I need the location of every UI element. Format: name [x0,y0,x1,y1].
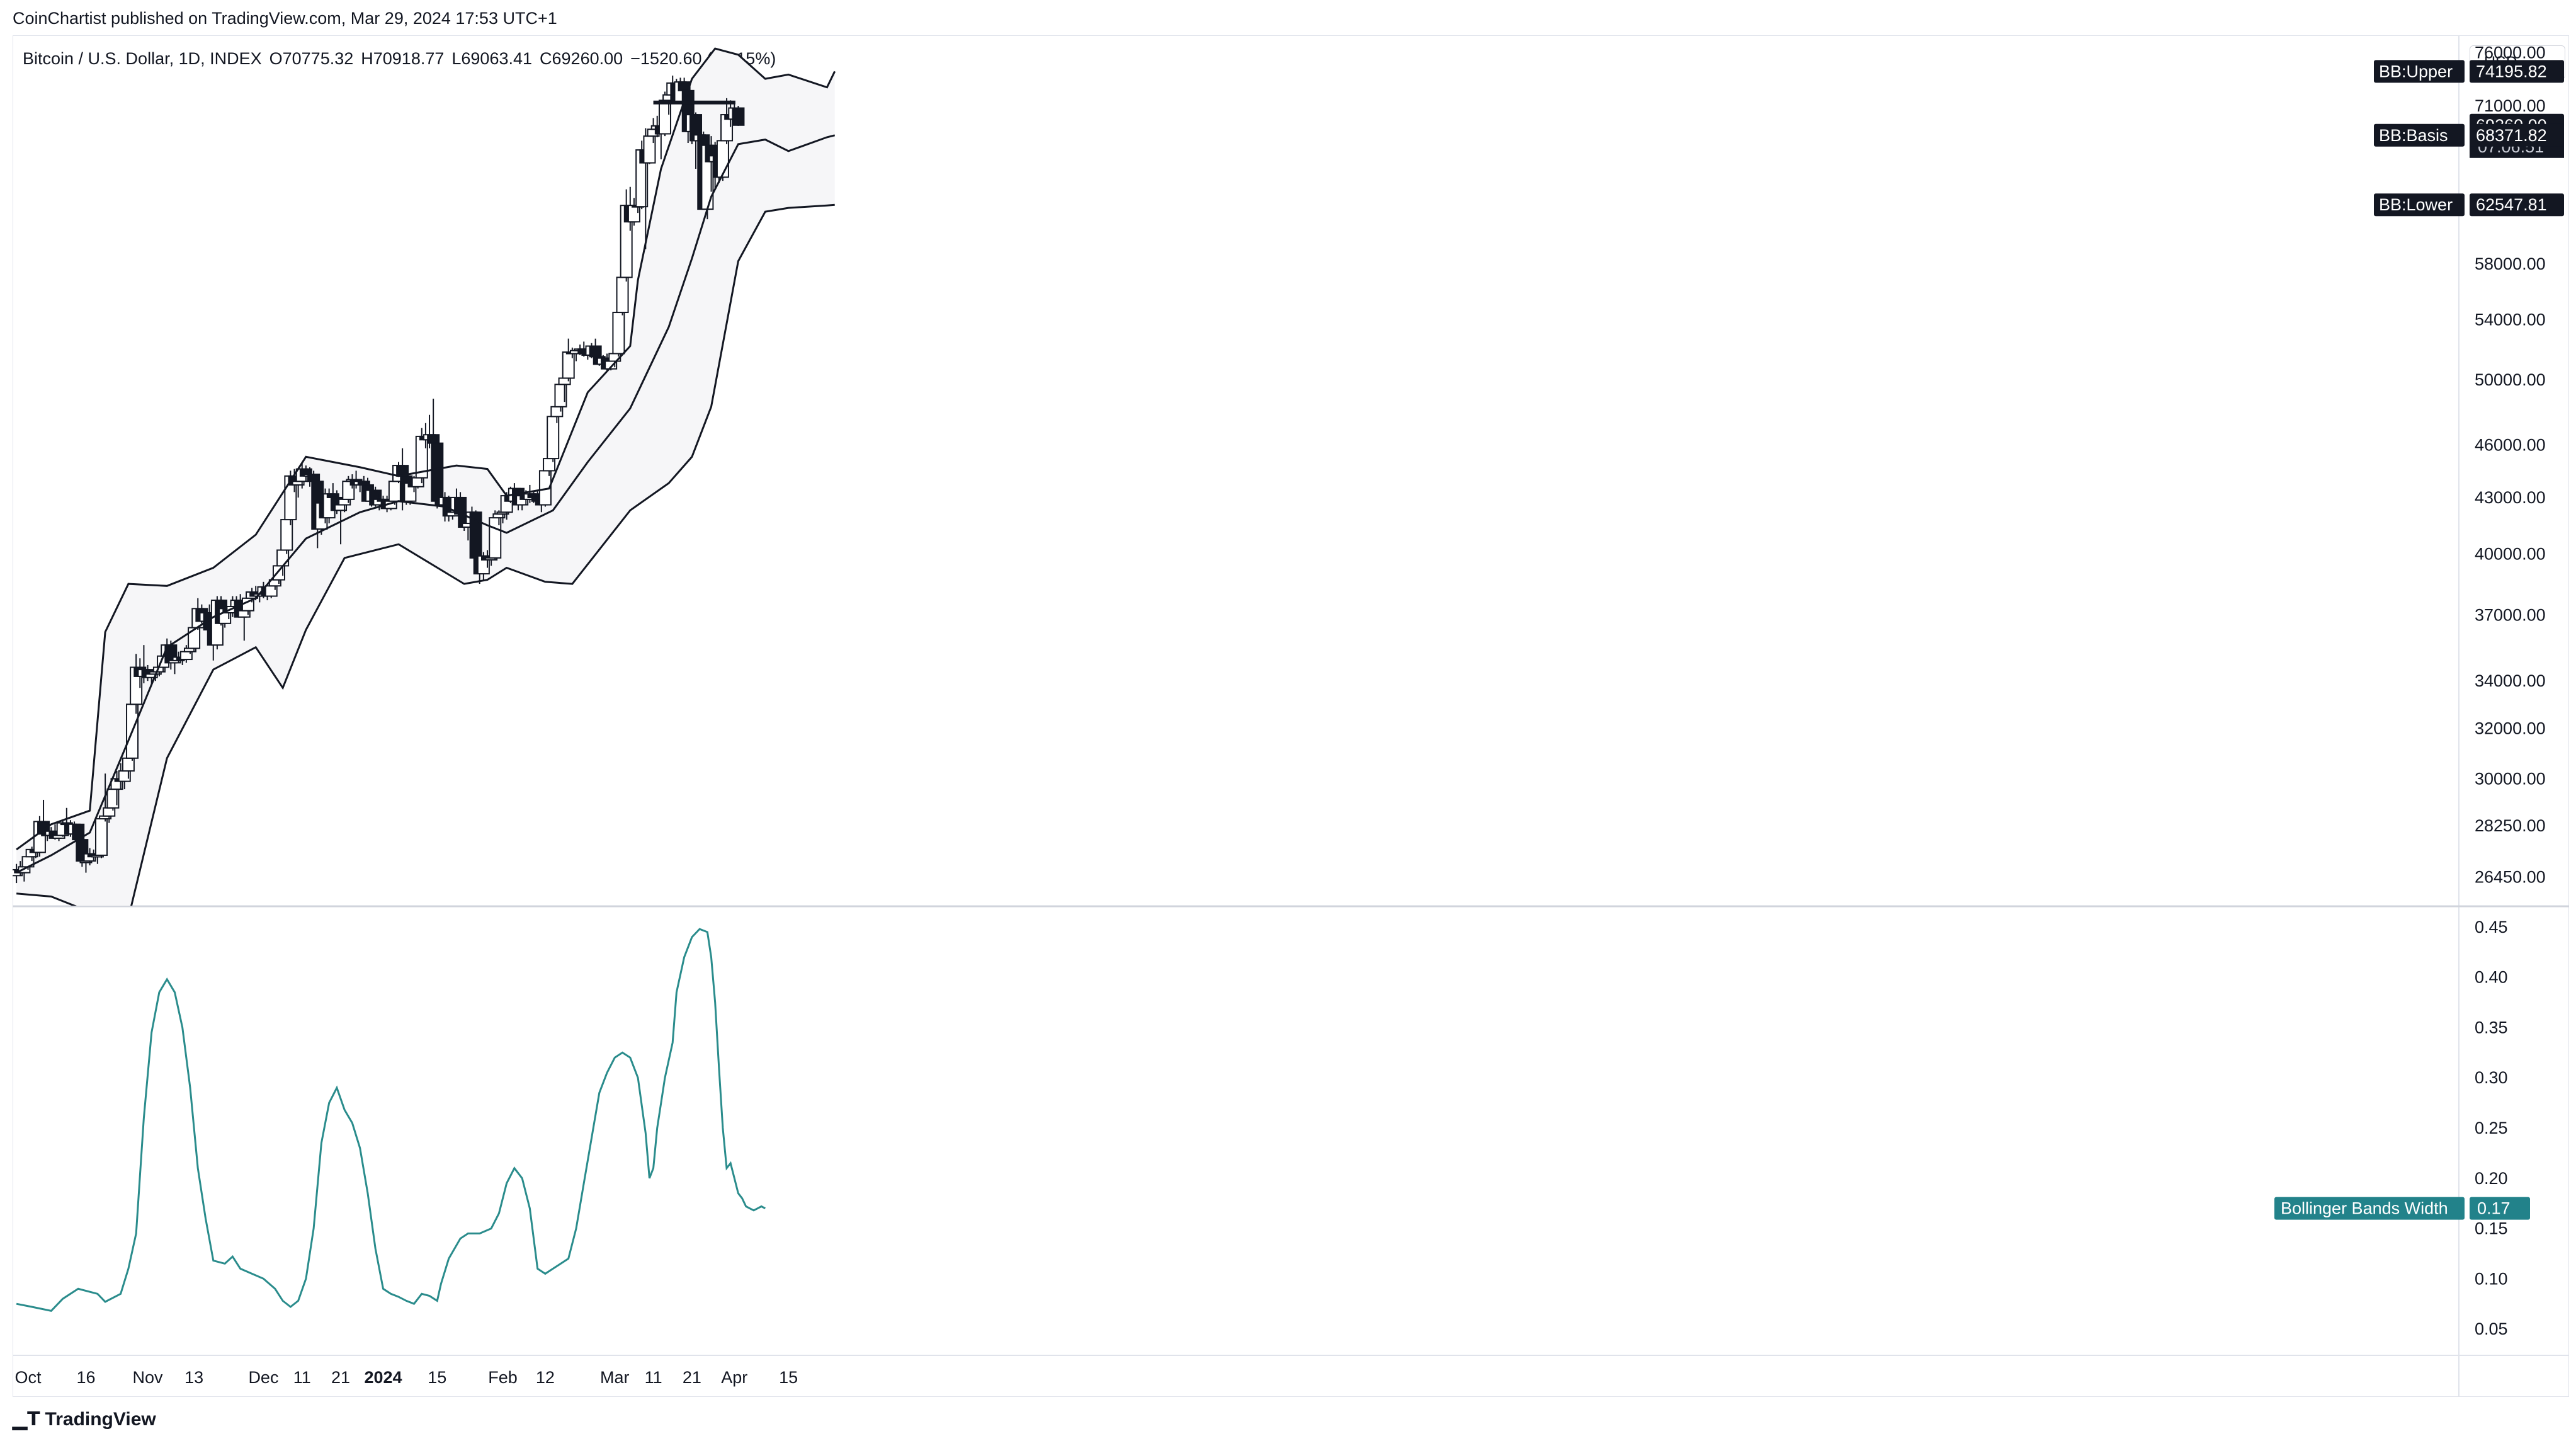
bb-width-tick-label: 0.35 [2475,1018,2508,1037]
price-axis-tick-label: 34000.00 [2475,671,2546,690]
candle[interactable] [678,77,691,95]
bb-width-tick-label: 0.05 [2475,1319,2508,1338]
open-value: O70775.32 [269,49,354,68]
label-value-badge [2470,123,2564,147]
label-value-text: 68371.82 [2476,126,2547,145]
price-axis-tick-label: 50000.00 [2475,370,2546,389]
bb-label: 68371.82 BB:Basis [2374,123,2564,147]
price-axis-tick-label: 71000.00 [2475,96,2546,115]
price-axis-tick-label: 76000.00 [2475,43,2546,62]
candle-body-up [188,627,201,649]
price-axis-tick-label: 28250.00 [2475,816,2546,835]
price-axis-tick-label: 46000.00 [2475,435,2546,454]
candle-body-up [612,312,625,355]
bb-width-pane[interactable]: 0.45 0.40 0.35 0.30 0.25 0.20 0.15 0.10 0.05 Boll… [16,918,2530,1338]
time-axis-tick-label: 12 [536,1368,555,1387]
label-name-badge [2374,193,2465,217]
bb-width-name-text: Bollinger Bands Width [2281,1199,2448,1218]
bb-label: 74195.82 BB:Upper [2374,60,2564,83]
time-axis-tick-label: Mar [600,1368,630,1387]
label-name-badge [2374,123,2465,147]
bb-width-tick-label: 0.45 [2475,918,2508,937]
label-value-badge [2470,193,2564,217]
time-axis-tick-label: Nov [133,1368,164,1387]
time-axis-tick-label: Oct [15,1368,42,1387]
candle-body-up [388,481,401,502]
tradingview-brand: TradingView [45,1409,156,1430]
bb-label: 62547.81 BB:Lower [2374,193,2564,217]
candle[interactable] [732,106,745,126]
price-axis[interactable]: 76000.00 71000.00 58000.00 54000.00 50000.00… [2475,43,2546,887]
candle[interactable] [415,428,428,484]
candle[interactable] [94,818,108,858]
price-axis-tick-label: 37000.00 [2475,605,2546,624]
time-axis-tick-label: 15 [428,1368,446,1387]
candle-body-down [431,442,444,502]
bb-upper-line [16,47,836,851]
high-value: H70918.77 [361,49,445,68]
time-axis-tick-label: Feb [488,1368,518,1387]
bb-width-tick-label: 0.10 [2475,1269,2508,1288]
candle[interactable] [72,823,85,841]
price-axis-tick-label: 40000.00 [2475,545,2546,564]
time-axis-tick-label: 21 [331,1368,350,1387]
time-axis[interactable]: Oct 16 Nov 13 Dec 11 21 2024 15 Feb 12 Mar 11 21 Apr 15 [15,1368,798,1387]
candle-body-up [616,276,629,314]
candle-body-up [716,140,729,178]
candle[interactable] [280,512,293,554]
candle[interactable] [643,135,656,164]
bb-width-value-badge [2470,1197,2530,1220]
bb-width-tick-label: 0.25 [2475,1119,2508,1137]
label-value-text: 74195.82 [2476,62,2547,81]
label-name-text: BB:Upper [2379,62,2453,81]
bollinger-lines-group [16,47,836,906]
price-axis-tick-label: 26450.00 [2475,868,2546,887]
bb-width-tick-label: 0.20 [2475,1169,2508,1188]
candle-body-down [732,107,745,126]
tradingview-footer[interactable]: ▁𝗧 TradingView [13,1408,156,1430]
time-axis-tick-label: 13 [184,1368,203,1387]
time-axis-tick-label: 11 [645,1368,662,1387]
symbol-name[interactable]: Bitcoin / U.S. Dollar, 1D, INDEX [23,49,262,68]
close-value: C69260.00 [540,49,623,68]
candle-body-down [589,345,602,358]
bb-lower-line [16,203,835,906]
label-name-badge [2374,60,2465,83]
bb-width-tick-label: 0.30 [2475,1068,2508,1087]
price-axis-tick-label: 30000.00 [2475,769,2546,788]
price-axis-tick-label: 32000.00 [2475,719,2546,738]
bb-width-value-text: 0.17 [2477,1199,2511,1218]
time-axis-tick-label: Dec [248,1368,278,1387]
price-axis-tick-label: 54000.00 [2475,310,2546,329]
time-axis-tick-label: 16 [76,1368,95,1387]
tradingview-logo-icon: ▁𝗧 [13,1409,40,1430]
time-axis-tick-label: 15 [779,1368,798,1387]
time-axis-tick-label: 11 [293,1368,311,1387]
candles-group[interactable] [11,76,745,884]
price-axis-tick-label: 58000.00 [2475,254,2546,273]
bb-width-name-badge [2274,1197,2465,1220]
publication-line: CoinChartist published on TradingView.co… [13,9,557,28]
price-axis-tick-label: 43000.00 [2475,488,2546,507]
price-labels: 74195.82BB:Upper69260.0007:06:5168371.82… [2374,60,2564,217]
chart-frame [13,35,2569,1397]
label-value-badge [2470,60,2564,83]
candle[interactable] [720,98,734,144]
label-name-text: BB:Basis [2379,126,2448,145]
low-value: L69063.41 [451,49,533,68]
time-axis-tick-label: 2024 [364,1368,402,1387]
bb-width-tick-label: 0.15 [2475,1219,2508,1238]
bb-width-tick-label: 0.40 [2475,968,2508,987]
bb-width-line [16,928,766,1313]
candle[interactable] [612,312,625,357]
bb-basis-line [16,134,836,874]
candle[interactable] [562,338,575,382]
label-value-text: 62547.81 [2476,195,2547,214]
time-axis-tick-label: 21 [683,1368,701,1387]
time-axis-tick-label: Apr [721,1368,747,1387]
candle-body-up [94,818,108,856]
label-name-text: BB:Lower [2379,195,2453,214]
symbol-legend: Bitcoin / U.S. Dollar, 1D, INDEX O70775.3… [23,49,783,69]
